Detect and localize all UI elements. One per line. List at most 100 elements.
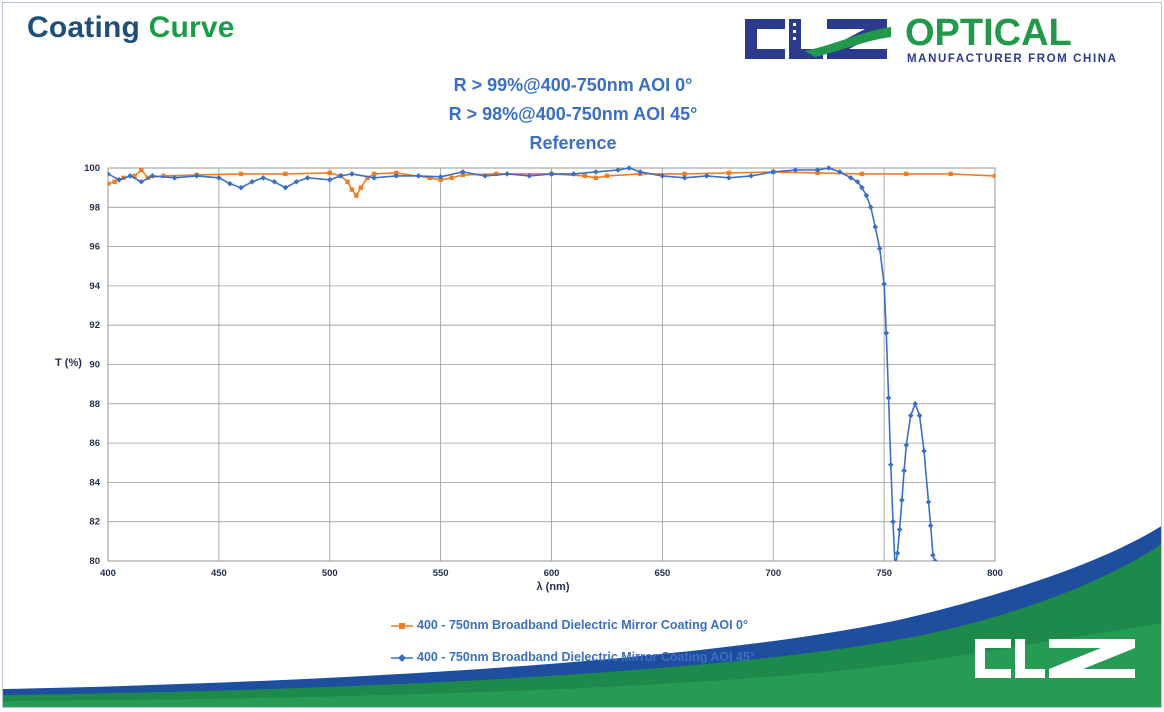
company-logo: OPTICAL MANUFACTURER FROM CHINA bbox=[745, 13, 1118, 65]
data-point bbox=[859, 171, 865, 177]
decorative-wave bbox=[3, 526, 1161, 707]
chart-titles: R > 99%@400-750nm AOI 0° R > 98%@400-750… bbox=[3, 71, 1143, 158]
data-point bbox=[371, 171, 377, 177]
data-point bbox=[885, 395, 892, 401]
data-point bbox=[108, 181, 111, 186]
y-axis-ticks: 80 82 84 86 88 90 92 94 96 98 100 bbox=[84, 163, 101, 567]
legend-swatch-blue bbox=[391, 653, 413, 662]
data-point bbox=[327, 170, 332, 176]
data-point bbox=[881, 281, 887, 287]
data-point bbox=[932, 558, 938, 561]
data-point bbox=[460, 172, 465, 178]
data-point bbox=[415, 173, 422, 179]
data-point bbox=[863, 192, 870, 199]
data-point bbox=[338, 173, 344, 179]
y-tick-label: 82 bbox=[89, 517, 100, 528]
data-point bbox=[637, 169, 643, 175]
data-point bbox=[890, 518, 896, 525]
chart-title-line-1: R > 99%@400-750nm AOI 0° bbox=[453, 75, 693, 95]
data-point bbox=[282, 184, 289, 191]
data-point bbox=[887, 461, 894, 468]
x-tick-label: 500 bbox=[322, 568, 338, 579]
data-point bbox=[876, 245, 883, 252]
data-point bbox=[916, 412, 923, 419]
data-point bbox=[814, 167, 821, 173]
data-point bbox=[326, 176, 333, 183]
data-point bbox=[139, 167, 144, 173]
x-axis-label: λ (nm) bbox=[536, 581, 570, 593]
data-point bbox=[659, 173, 666, 179]
data-point bbox=[227, 180, 233, 187]
y-tick-label: 92 bbox=[89, 320, 100, 331]
y-tick-label: 88 bbox=[89, 399, 100, 410]
data-point bbox=[992, 173, 995, 179]
data-point bbox=[449, 175, 454, 181]
x-tick-label: 700 bbox=[765, 568, 781, 579]
legend-label-aoi-0: 400 - 750nm Broadband Dielectric Mirror … bbox=[417, 618, 749, 632]
y-axis-label: T (%) bbox=[55, 357, 82, 369]
data-point bbox=[293, 178, 300, 185]
data-point bbox=[304, 175, 311, 181]
x-axis-ticks: 400 450 500 550 600 650 700 750 800 bbox=[100, 568, 1003, 579]
legend-label-aoi-45: 400 - 750nm Broadband Dielectric Mirror … bbox=[417, 650, 755, 664]
data-point bbox=[904, 171, 909, 177]
data-point bbox=[216, 175, 222, 181]
slide-title-word-1: Coating bbox=[27, 11, 141, 44]
data-point bbox=[848, 175, 854, 181]
data-point bbox=[726, 175, 732, 181]
data-point bbox=[593, 175, 599, 181]
x-tick-label: 600 bbox=[544, 568, 560, 579]
data-point bbox=[504, 171, 510, 177]
data-point bbox=[770, 169, 777, 175]
logo-tagline: MANUFACTURER FROM CHINA bbox=[907, 53, 1118, 65]
chart-svg: 400 450 500 550 600 650 700 750 800 80 82 84 86 88 90… bbox=[84, 163, 1003, 579]
logo-brand-text: OPTICAL bbox=[905, 13, 1072, 54]
data-point bbox=[132, 173, 137, 179]
x-tick-label: 650 bbox=[654, 568, 670, 579]
data-point bbox=[460, 169, 466, 175]
data-point bbox=[238, 184, 244, 191]
legend-item-aoi-45: 400 - 750nm Broadband Dielectric Mirror … bbox=[391, 650, 755, 664]
data-point bbox=[815, 170, 820, 176]
data-point bbox=[394, 170, 399, 176]
x-tick-label: 400 bbox=[100, 568, 116, 579]
data-point bbox=[371, 175, 377, 181]
data-point bbox=[493, 171, 499, 177]
data-point bbox=[930, 552, 936, 558]
data-point bbox=[682, 171, 687, 177]
data-point bbox=[921, 448, 927, 454]
data-point bbox=[792, 167, 799, 173]
grid-lines bbox=[107, 167, 996, 562]
data-point bbox=[283, 171, 288, 177]
data-point bbox=[615, 167, 621, 173]
x-tick-label: 450 bbox=[211, 568, 227, 579]
series-1 bbox=[108, 165, 938, 572]
data-point bbox=[604, 173, 610, 179]
y-tick-label: 84 bbox=[89, 477, 100, 488]
data-point bbox=[116, 176, 122, 183]
y-tick-label: 94 bbox=[89, 281, 100, 292]
data-point bbox=[825, 165, 832, 171]
data-point bbox=[681, 175, 688, 181]
data-point bbox=[171, 175, 178, 181]
legend-swatch-orange bbox=[391, 622, 413, 629]
data-point bbox=[892, 566, 898, 572]
slide-title: Coating Curve bbox=[27, 11, 235, 45]
data-point bbox=[907, 412, 914, 419]
data-point bbox=[948, 171, 953, 177]
data-point bbox=[393, 173, 400, 179]
data-point bbox=[748, 173, 754, 179]
data-point bbox=[868, 204, 874, 211]
data-point bbox=[896, 526, 903, 533]
data-point bbox=[112, 179, 117, 184]
chart-title-line-3: Reference bbox=[529, 133, 617, 153]
data-point bbox=[526, 173, 533, 179]
data-point bbox=[354, 193, 359, 198]
data-point bbox=[593, 169, 599, 175]
x-tick-label: 550 bbox=[433, 568, 449, 579]
data-point bbox=[238, 171, 244, 177]
y-tick-label: 96 bbox=[89, 242, 100, 253]
data-point bbox=[901, 467, 907, 474]
data-point bbox=[626, 165, 632, 171]
